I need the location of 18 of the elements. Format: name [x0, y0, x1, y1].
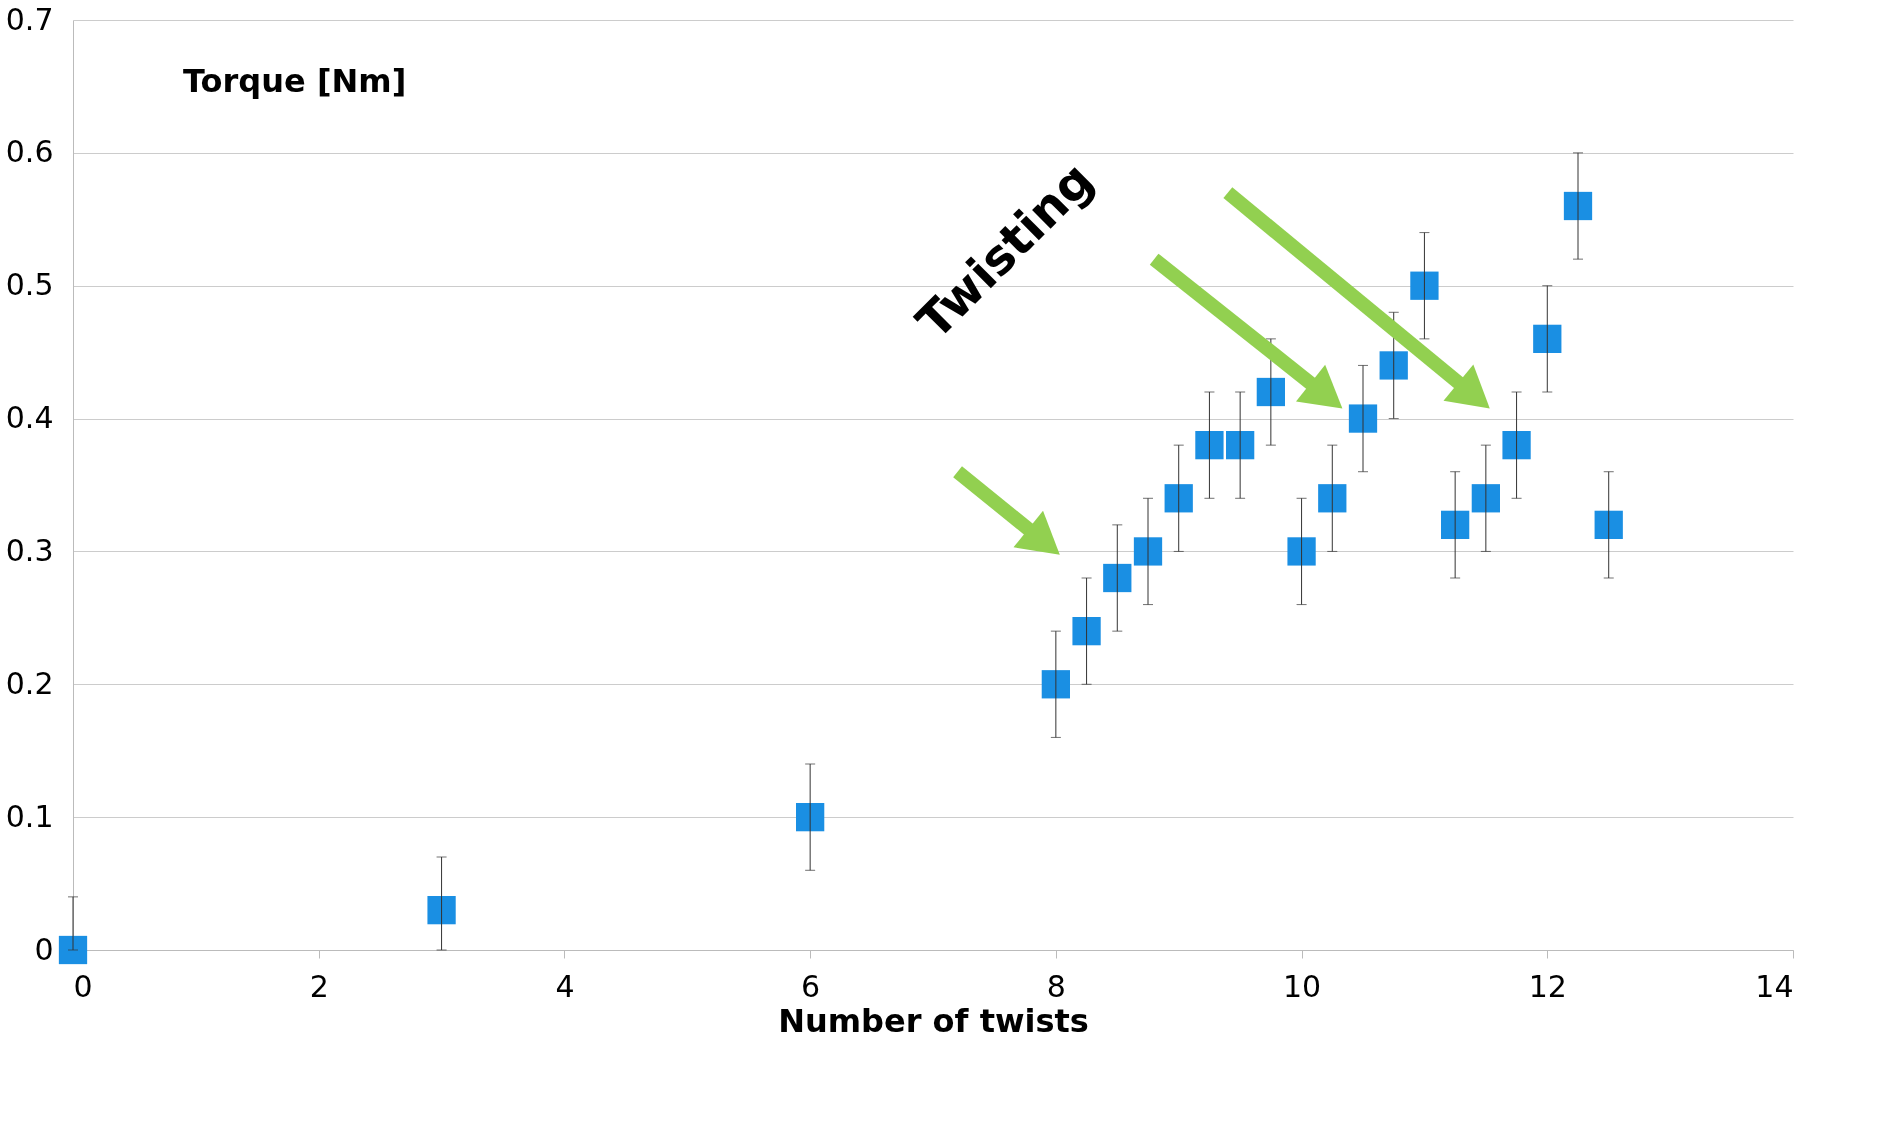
y-axis-title: Torque [Nm] — [183, 62, 407, 100]
x-tick-label: 4 — [555, 968, 575, 1004]
y-tick-label: 0.2 — [5, 665, 54, 701]
y-tick-label: 0.4 — [5, 400, 54, 436]
x-tick-label: 0 — [73, 968, 93, 1004]
y-tick-label: 0.3 — [5, 532, 54, 568]
x-axis-title: Number of twists — [778, 1001, 1089, 1040]
x-tick-label: 6 — [801, 968, 821, 1004]
y-tick-label: 0.6 — [5, 134, 54, 170]
y-tick-label: 0.7 — [5, 1, 54, 37]
x-tick-label: 14 — [1755, 968, 1794, 1004]
x-tick-label: 8 — [1046, 968, 1066, 1004]
y-tick-label: 0 — [34, 931, 54, 967]
y-tick-label: 0.5 — [5, 267, 54, 303]
x-tick-label: 10 — [1282, 968, 1322, 1004]
y-tick-label: 0.1 — [5, 798, 54, 834]
x-tick-label: 12 — [1528, 968, 1567, 1004]
x-tick-label: 2 — [309, 968, 329, 1004]
